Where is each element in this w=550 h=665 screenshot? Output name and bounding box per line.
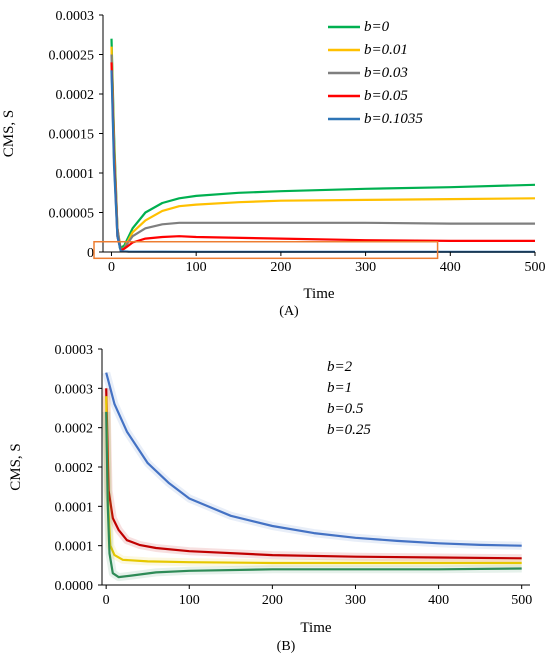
y-tick-label-b-1: 0.0001: [55, 540, 94, 555]
legend-label-a-1: b=0.01: [364, 42, 408, 58]
x-tick-label-b-3: 300: [345, 593, 366, 608]
x-tick-label-b-1: 100: [179, 593, 200, 608]
legend-label-a-4: b=0.1035: [364, 111, 423, 127]
x-axis-label-a: Time: [303, 286, 334, 302]
y-tick-label-a-4: 0.0002: [56, 88, 95, 103]
x-tick-label-b-5: 500: [511, 593, 532, 608]
legend-label-b-3: b=0.25: [327, 422, 371, 438]
y-tick-label-a-0: 0: [87, 246, 94, 261]
chart-panel-a: 0 100 200 300 400 500 0 0.00005 0.0001 0.00015 0.0…: [1, 9, 546, 319]
y-tick-label-b-6: 0.0003: [55, 343, 94, 358]
y-tick-label-a-2: 0.0001: [56, 167, 95, 182]
series-line-a-2: [110, 54, 535, 252]
y-tick-label-a-3: 0.00015: [49, 128, 95, 143]
y-tick-label-a-6: 0.0003: [56, 9, 95, 24]
y-tick-label-b-0: 0.0000: [55, 579, 94, 594]
chart-panel-b: 0 100 200 300 400 500 0.0000 0.0001 0.0001 0.0002…: [8, 343, 532, 654]
x-axis-label-b: Time: [300, 620, 331, 636]
panel-caption-a: (A): [279, 304, 299, 319]
y-tick-label-b-2: 0.0001: [55, 500, 94, 515]
y-tick-label-a-5: 0.00025: [49, 49, 95, 64]
y-axis-label-b: CMS, S: [8, 443, 24, 491]
panel-caption-b: (B): [277, 639, 296, 654]
y-tick-label-a-1: 0.00005: [49, 207, 95, 222]
legend-label-a-2: b=0.03: [364, 65, 408, 81]
series-b-0-glow: [102, 371, 522, 550]
y-tick-label-b-5: 0.0003: [55, 382, 94, 397]
y-axis-label-a: CMS, S: [1, 110, 17, 158]
x-tick-label-a-3: 300: [355, 260, 376, 275]
series-line-b-3: [105, 411, 522, 579]
legend-label-a-3: b=0.05: [364, 88, 408, 104]
y-tick-label-b-3: 0.0002: [55, 461, 94, 476]
series-line-a-0: [110, 38, 536, 250]
legend-label-b-1: b=1: [327, 380, 352, 396]
x-tick-label-b-4: 400: [428, 593, 449, 608]
highlight-rectangle: [93, 240, 439, 260]
x-tick-label-a-2: 200: [270, 260, 291, 275]
series-line-b-0: [105, 372, 522, 547]
x-tick-label-b-0: 0: [103, 593, 110, 608]
y-tick-label-b-4: 0.0002: [55, 422, 94, 437]
x-tick-label-a-1: 100: [186, 260, 207, 275]
x-tick-label-a-4: 400: [440, 260, 461, 275]
legend-label-b-2: b=0.5: [327, 401, 364, 417]
x-tick-label-b-2: 200: [262, 593, 283, 608]
series-line-a-1: [110, 46, 536, 251]
x-tick-label-a-0: 0: [108, 260, 115, 275]
legend-label-b-0: b=2: [327, 359, 353, 375]
x-tick-label-a-5: 500: [525, 260, 546, 275]
series-line-b-1: [105, 388, 522, 560]
legend-label-a-0: b=0: [364, 19, 390, 35]
